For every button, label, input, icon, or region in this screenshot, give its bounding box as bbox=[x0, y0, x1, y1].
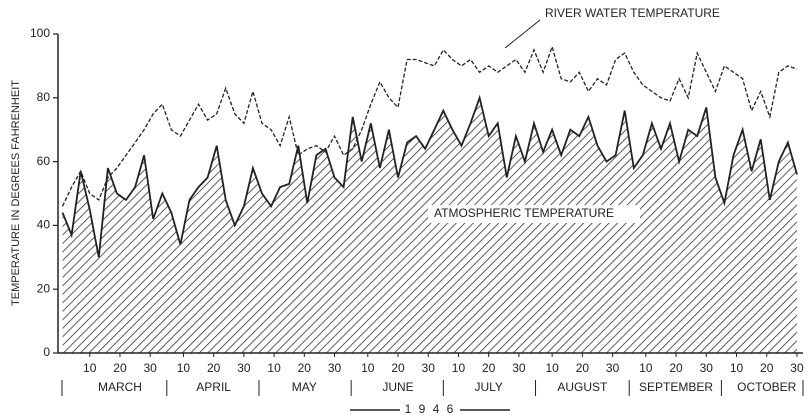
x-tick-label: 10 bbox=[83, 361, 97, 375]
x-tick-label: 20 bbox=[576, 361, 590, 375]
month-label: AUGUST bbox=[557, 380, 608, 394]
x-tick-label: 30 bbox=[422, 361, 436, 375]
x-tick-label: 30 bbox=[606, 361, 620, 375]
area bbox=[62, 97, 797, 353]
x-axis-label: 1 9 4 6 bbox=[405, 402, 456, 416]
annotation-bg bbox=[428, 205, 640, 223]
x-tick-label: 20 bbox=[760, 361, 774, 375]
x-tick-label: 20 bbox=[669, 361, 683, 375]
y-axis-label: TEMPERATURE IN DEGREES FAHRENHEIT bbox=[10, 80, 22, 306]
y-tick-label: 20 bbox=[37, 281, 51, 295]
month-label: JULY bbox=[474, 380, 502, 394]
x-tick-label: 30 bbox=[328, 361, 342, 375]
x-tick-label: 10 bbox=[361, 361, 375, 375]
x-tick-label: 20 bbox=[207, 361, 221, 375]
x-tick-label: 10 bbox=[452, 361, 466, 375]
month-label: MARCH bbox=[98, 380, 142, 394]
x-tick-label: 10 bbox=[177, 361, 191, 375]
x-tick-label: 30 bbox=[512, 361, 526, 375]
x-tick-label: 10 bbox=[639, 361, 653, 375]
y-tick-label: 40 bbox=[37, 218, 51, 232]
y-tick-label: 0 bbox=[43, 345, 50, 359]
leader-line bbox=[504, 19, 541, 49]
x-tick-label: 10 bbox=[545, 361, 559, 375]
x-tick-label: 20 bbox=[113, 361, 127, 375]
annotation: ATMOSPHERIC TEMPERATURE bbox=[434, 206, 614, 220]
annotation: RIVER WATER TEMPERATURE bbox=[545, 6, 720, 20]
month-label: MAY bbox=[292, 380, 317, 394]
x-tick-label: 30 bbox=[700, 361, 714, 375]
month-label: JUNE bbox=[382, 380, 413, 394]
x-tick-label: 30 bbox=[144, 361, 158, 375]
x-tick-label: 30 bbox=[237, 361, 251, 375]
month-label: OCTOBER bbox=[737, 380, 796, 394]
x-tick-label: 20 bbox=[391, 361, 405, 375]
x-tick-label: 10 bbox=[730, 361, 744, 375]
month-label: APRIL bbox=[196, 380, 231, 394]
x-tick-label: 20 bbox=[482, 361, 496, 375]
x-tick-label: 10 bbox=[267, 361, 281, 375]
area-edge bbox=[61, 94, 798, 258]
month-label: SEPTEMBER bbox=[639, 380, 713, 394]
x-tick-label: 20 bbox=[298, 361, 312, 375]
y-tick-label: 80 bbox=[37, 90, 51, 104]
y-tick-label: 60 bbox=[37, 154, 51, 168]
x-tick-label: 30 bbox=[790, 361, 804, 375]
line bbox=[61, 44, 798, 207]
y-tick-label: 100 bbox=[30, 26, 50, 40]
